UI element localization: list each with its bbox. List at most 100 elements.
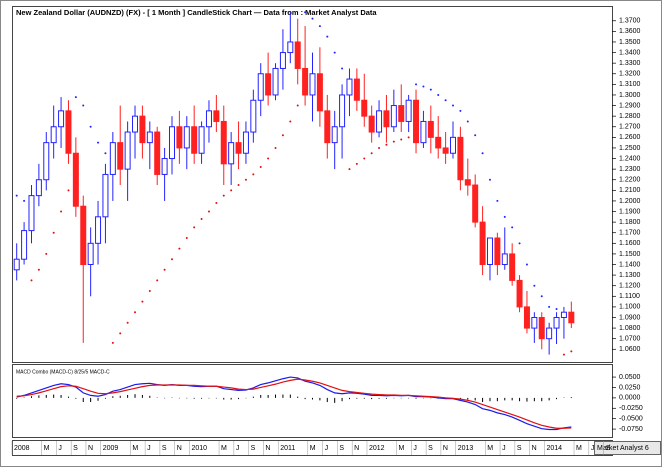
sar-dot xyxy=(444,99,447,102)
candle-body xyxy=(546,327,553,340)
x-tick-label: N xyxy=(443,445,448,452)
y-tick-label: 1.1800 xyxy=(619,219,641,226)
sar-dot xyxy=(45,252,48,255)
candle-body xyxy=(198,126,205,154)
sar-dot xyxy=(23,199,26,202)
candle-body xyxy=(213,110,220,122)
x-tick-label: N xyxy=(88,445,93,452)
y-tick-label: 1.2100 xyxy=(619,187,641,194)
candle-body xyxy=(35,179,42,197)
x-tick-label: S xyxy=(428,445,433,452)
y-tick-label: 1.1100 xyxy=(619,293,640,300)
y-tick-label: 1.1300 xyxy=(619,272,641,279)
candle-body xyxy=(124,131,131,170)
candle-body xyxy=(65,110,72,154)
candle-body xyxy=(43,142,50,181)
y-tick-label: 1.3200 xyxy=(619,71,641,78)
x-tick-label: 2013 xyxy=(458,445,474,452)
candle-body xyxy=(479,221,486,266)
candle-body xyxy=(146,131,153,144)
candle-body xyxy=(523,306,530,329)
x-tick-label: 2010 xyxy=(191,445,207,452)
candle-body xyxy=(494,237,501,266)
x-tick-label: M xyxy=(132,445,138,452)
y-tick-label: -0.0750 xyxy=(619,426,643,433)
y-tick-label: 1.3700 xyxy=(619,18,641,25)
sar-dot xyxy=(570,350,573,353)
x-tick-label: 2014 xyxy=(546,445,562,452)
candle-body xyxy=(21,230,28,260)
y-tick-label: 0.0500 xyxy=(619,374,641,381)
sar-dot xyxy=(452,104,455,107)
y-tick-label: 1.3500 xyxy=(619,39,641,46)
sar-dot xyxy=(82,104,85,107)
sar-dot xyxy=(89,125,92,128)
candle-body xyxy=(50,126,57,144)
candle-body xyxy=(420,120,427,144)
sar-dot xyxy=(333,51,336,54)
sar-dot xyxy=(511,226,514,229)
y-tick-label: 1.0800 xyxy=(619,325,641,332)
candle-body xyxy=(331,126,338,144)
x-tick-label: S xyxy=(339,445,344,452)
candle-body xyxy=(309,73,316,96)
candle-body xyxy=(324,110,331,144)
y-tick-label: 1.2500 xyxy=(619,145,641,152)
y-tick-label: 1.1600 xyxy=(619,240,641,247)
candle-body xyxy=(383,110,390,128)
sar-dot xyxy=(466,120,469,123)
sar-dot xyxy=(481,152,484,155)
sar-dot xyxy=(15,194,18,197)
candle-body xyxy=(339,94,346,128)
sar-dot xyxy=(407,136,410,139)
sar-dot xyxy=(200,217,203,220)
x-tick-label: J xyxy=(58,445,62,452)
candle-body xyxy=(257,73,264,101)
candle-body xyxy=(28,195,35,232)
y-tick-label: 1.2800 xyxy=(619,113,641,120)
x-tick-label: M xyxy=(576,445,582,452)
candle-body xyxy=(353,78,360,101)
footer-box xyxy=(594,441,661,455)
y-tick-label: 1.2000 xyxy=(619,198,641,205)
x-tick-label: N xyxy=(354,445,359,452)
sar-dot xyxy=(104,152,107,155)
candle-body xyxy=(279,52,286,69)
candle-body xyxy=(509,253,516,281)
sar-dot xyxy=(148,290,151,292)
sar-dot xyxy=(244,178,247,181)
x-tick-label: 2009 xyxy=(103,445,119,452)
sar-dot xyxy=(230,189,233,192)
candle-body xyxy=(58,110,65,128)
y-tick-label: 1.3400 xyxy=(619,49,641,56)
macd-panel xyxy=(12,364,613,438)
footer: Market Analyst 6 xyxy=(597,445,649,452)
candle-body xyxy=(294,41,301,69)
y-tick-label: 1.2600 xyxy=(619,134,641,141)
y-tick-label: 1.2900 xyxy=(619,102,641,109)
chart-title: New Zealand Dollar (AUDNZD) (FX) - [ 1 M… xyxy=(16,8,377,17)
candle-body xyxy=(168,126,175,160)
candle-body xyxy=(235,142,242,154)
sar-dot xyxy=(378,146,381,149)
candle-body xyxy=(265,73,272,96)
sar-dot xyxy=(163,268,166,271)
candle-body xyxy=(161,158,168,175)
candle-body xyxy=(183,126,190,149)
x-tick-label: S xyxy=(162,445,167,452)
candle-body xyxy=(13,258,20,271)
sar-dot xyxy=(348,168,351,171)
candle-body xyxy=(242,131,249,154)
sar-dot xyxy=(533,284,536,287)
sar-dot xyxy=(304,11,307,14)
candle-body xyxy=(435,136,442,149)
x-tick-label: J xyxy=(147,445,151,452)
y-tick-label: 1.2400 xyxy=(619,155,641,162)
candle-body xyxy=(516,279,523,308)
sar-dot xyxy=(185,237,188,240)
y-tick-label: 1.3000 xyxy=(619,92,641,99)
sar-dot xyxy=(415,83,418,86)
candle-body xyxy=(139,115,146,144)
sar-dot xyxy=(67,189,70,192)
